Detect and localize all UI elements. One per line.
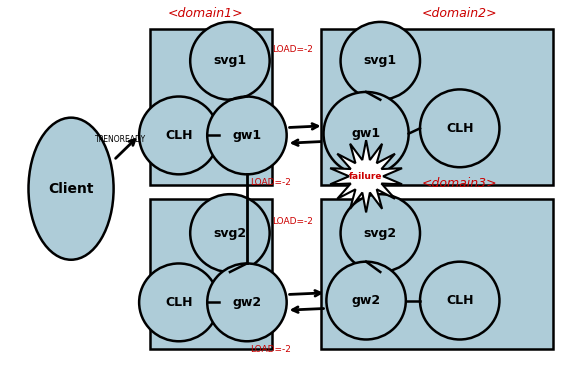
Bar	[151, 29, 273, 185]
Bar	[321, 199, 554, 349]
Text: svg2: svg2	[364, 226, 397, 240]
Text: LOAD=-2: LOAD=-2	[250, 345, 291, 354]
Text: CLH: CLH	[165, 296, 193, 309]
Text: svg2: svg2	[213, 226, 247, 240]
Text: LOAD=-2: LOAD=-2	[273, 217, 313, 226]
Text: Client: Client	[48, 182, 94, 196]
Ellipse shape	[28, 118, 113, 260]
Text: CLH: CLH	[165, 129, 193, 142]
Text: <domain2>: <domain2>	[422, 7, 497, 20]
Text: failure: failure	[349, 172, 383, 181]
Ellipse shape	[190, 22, 270, 100]
Text: LOAD=-2: LOAD=-2	[273, 45, 313, 54]
Text: <domain3>: <domain3>	[422, 178, 497, 191]
Ellipse shape	[190, 194, 270, 272]
Text: gw1: gw1	[232, 129, 262, 142]
Bar	[151, 199, 273, 349]
Text: TPENOREADY: TPENOREADY	[95, 135, 146, 144]
Ellipse shape	[327, 262, 406, 340]
Ellipse shape	[139, 263, 219, 341]
Ellipse shape	[420, 262, 500, 340]
Ellipse shape	[207, 97, 287, 174]
Text: CLH: CLH	[446, 294, 474, 307]
Ellipse shape	[340, 22, 420, 100]
Text: LOAD=-2: LOAD=-2	[250, 178, 291, 187]
Ellipse shape	[420, 90, 500, 167]
Text: gw2: gw2	[232, 296, 262, 309]
Text: svg1: svg1	[213, 54, 247, 67]
Ellipse shape	[139, 97, 219, 174]
Text: svg1: svg1	[364, 54, 397, 67]
Polygon shape	[330, 140, 402, 212]
Bar	[321, 29, 554, 185]
Ellipse shape	[207, 263, 287, 341]
Text: gw1: gw1	[351, 127, 380, 140]
Text: <domain1>: <domain1>	[168, 7, 244, 20]
Ellipse shape	[340, 194, 420, 272]
Text: CLH: CLH	[446, 122, 474, 135]
Ellipse shape	[324, 92, 409, 175]
Text: gw2: gw2	[351, 294, 380, 307]
